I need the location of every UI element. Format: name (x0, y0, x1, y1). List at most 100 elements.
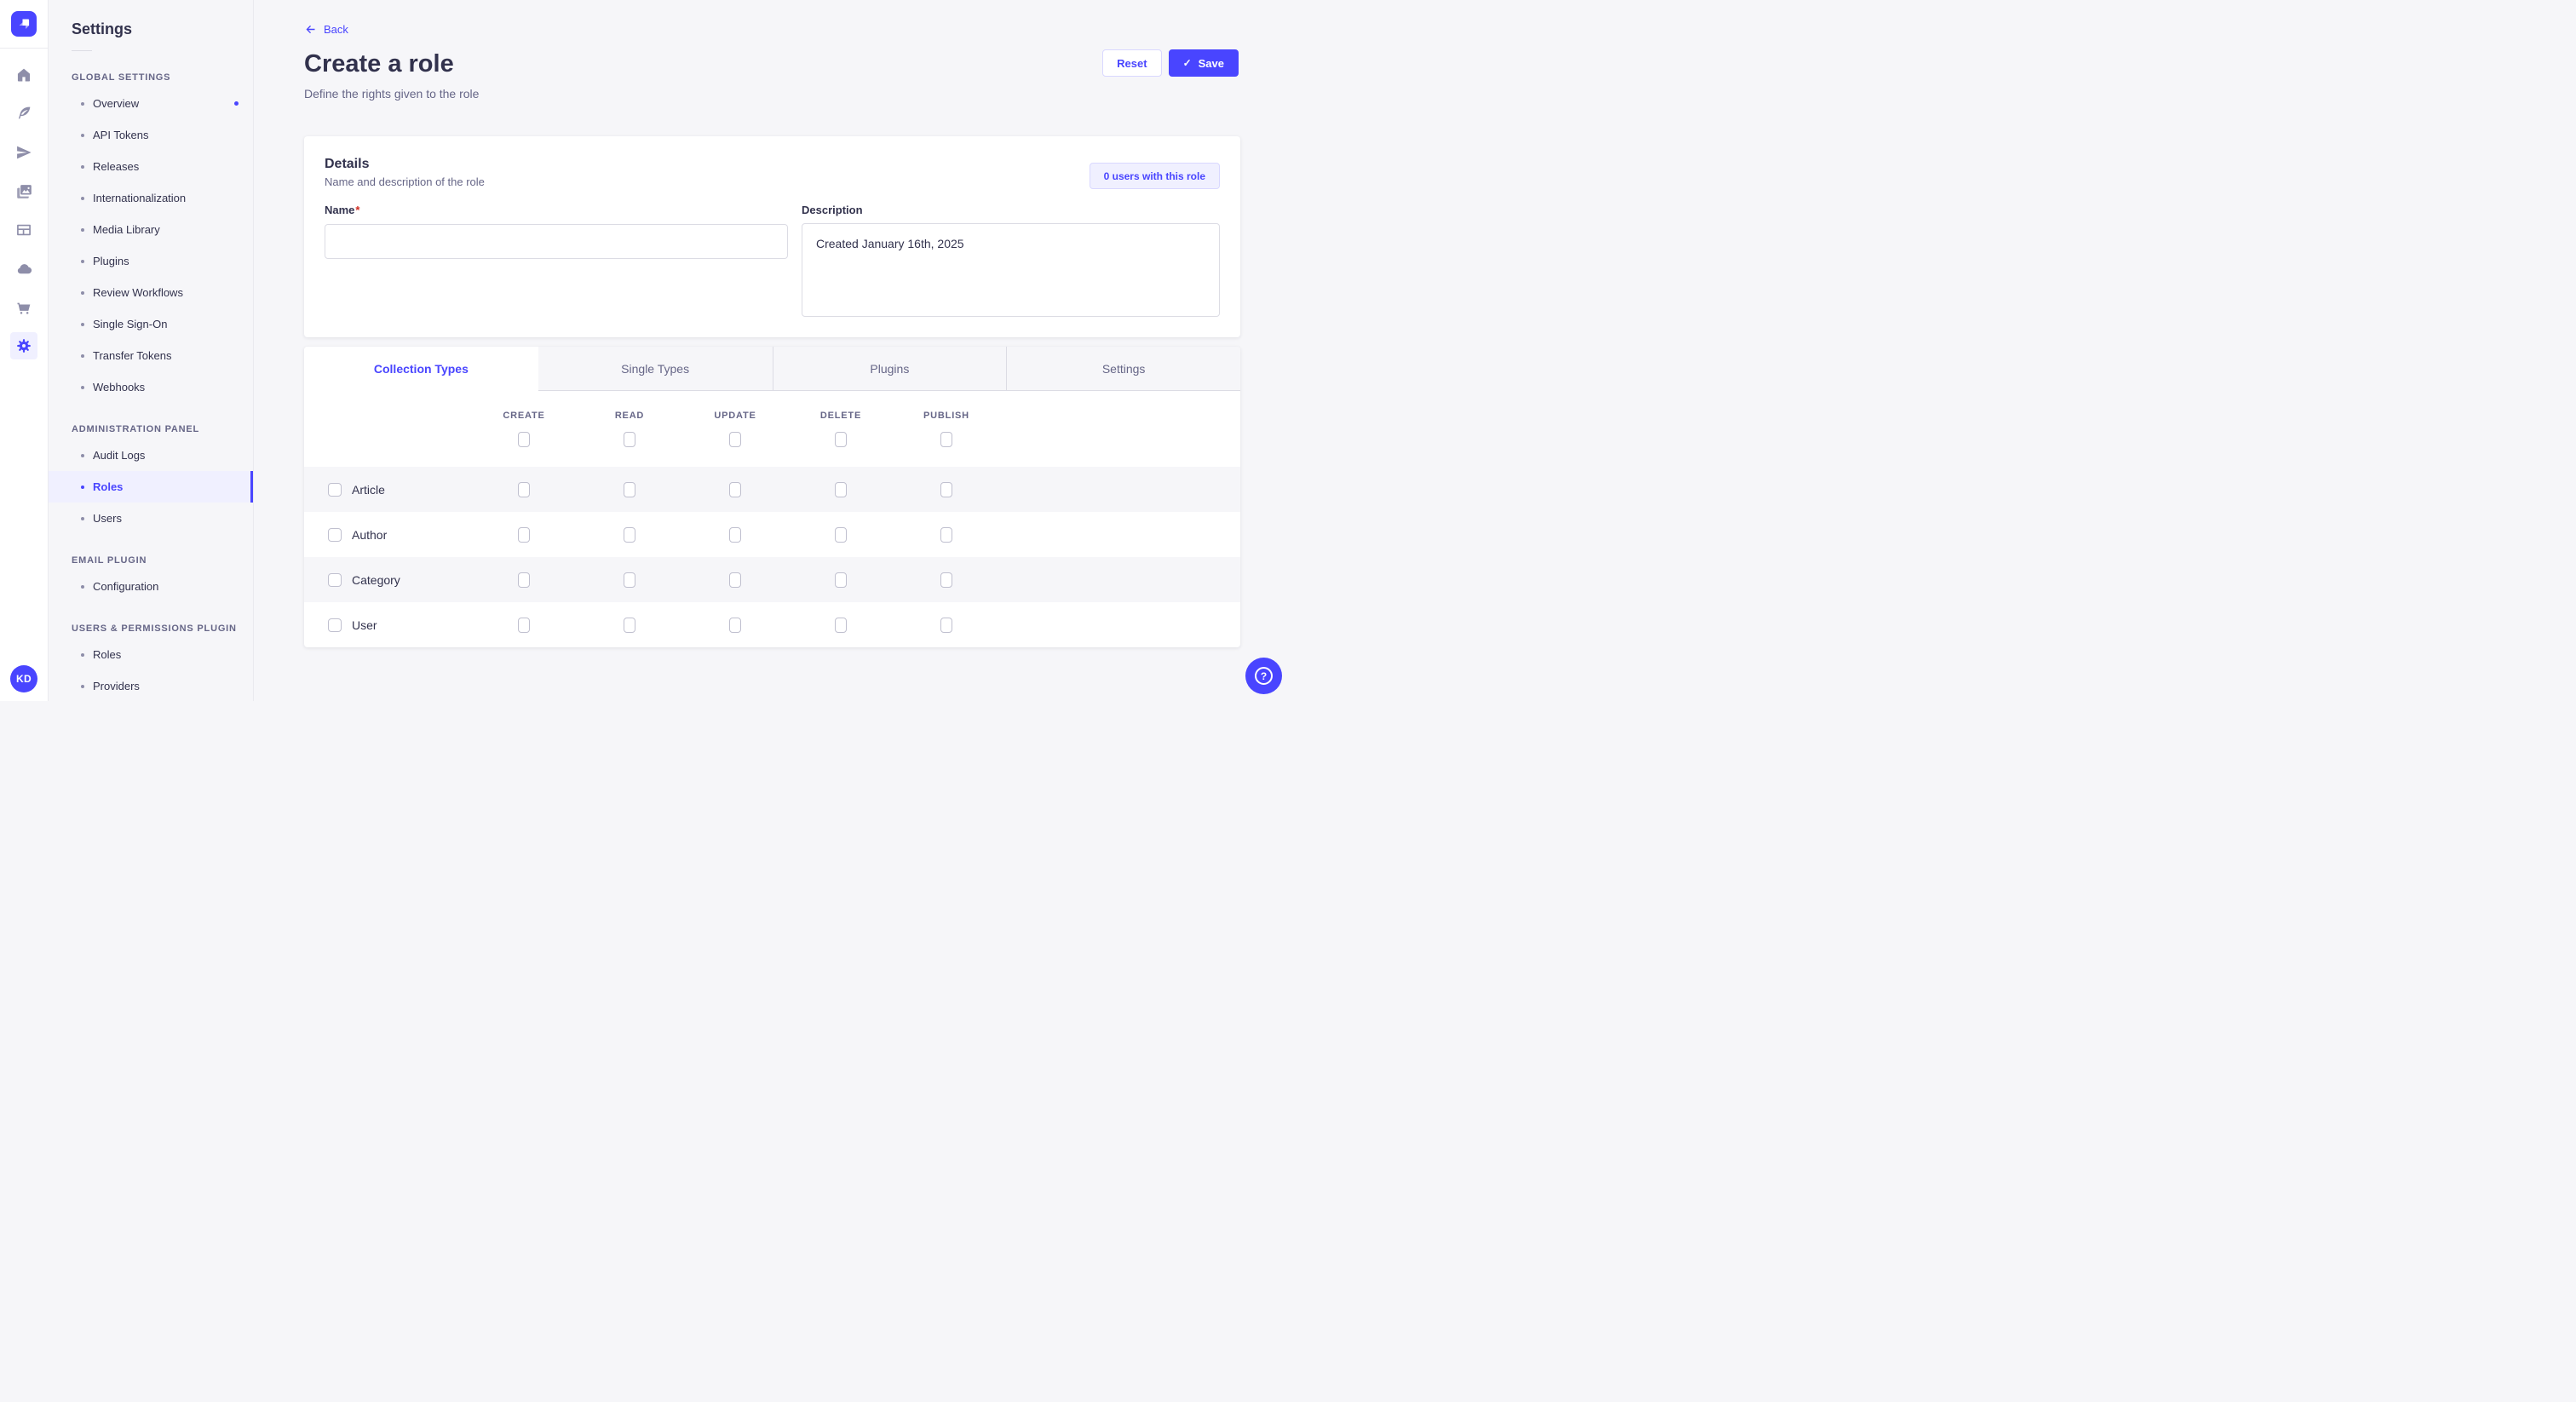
back-link[interactable]: Back (304, 23, 348, 36)
media-library-button[interactable] (10, 177, 37, 204)
content-type-builder-button[interactable] (10, 216, 37, 244)
sidebar-item-webhooks[interactable]: Webhooks (49, 371, 253, 403)
user-create-checkbox[interactable] (518, 617, 530, 633)
article-update-checkbox[interactable] (729, 481, 741, 497)
sidebar-item-label: Audit Logs (93, 449, 146, 462)
page-title: Create a role (304, 50, 454, 78)
sidebar-item-internationalization[interactable]: Internationalization (49, 182, 253, 214)
article-delete-checkbox[interactable] (835, 481, 847, 497)
sidebar-item-review-workflows[interactable]: Review Workflows (49, 277, 253, 308)
author-update-checkbox[interactable] (729, 526, 741, 543)
article-publish-checkbox[interactable] (940, 481, 952, 497)
save-button[interactable]: ✓ Save (1168, 49, 1239, 77)
row-select-checkbox[interactable] (328, 572, 342, 587)
content-manager-button[interactable] (10, 100, 37, 127)
article-read-checkbox[interactable] (624, 481, 635, 497)
sidebar-item-label: Configuration (93, 580, 159, 593)
deploy-button[interactable] (10, 255, 37, 282)
bullet-icon (81, 196, 84, 200)
cloud-icon (17, 263, 32, 273)
save-label: Save (1198, 56, 1224, 70)
table-row-user: User (304, 602, 1240, 647)
sidebar-item-single-sign-on[interactable]: Single Sign-On (49, 308, 253, 340)
category-read-checkbox[interactable] (624, 572, 635, 588)
name-input[interactable] (325, 224, 788, 259)
row-head: Article (304, 482, 471, 497)
sidebar-item-label: Roles (93, 480, 124, 493)
sidebar-item-roles-up[interactable]: Roles (49, 639, 253, 670)
author-create-checkbox[interactable] (518, 526, 530, 543)
sidebar-item-overview[interactable]: Overview (49, 88, 253, 119)
cell-read (577, 617, 682, 633)
column-label: CREATE (503, 411, 545, 421)
author-publish-checkbox[interactable] (940, 526, 952, 543)
bullet-icon (81, 485, 84, 489)
sidebar-item-media-library[interactable]: Media Library (49, 214, 253, 245)
sidebar-item-releases[interactable]: Releases (49, 151, 253, 182)
description-input[interactable]: Created January 16th, 2025 (802, 223, 1220, 317)
row-select-checkbox[interactable] (328, 527, 342, 542)
table-row-author: Author (304, 512, 1240, 557)
category-delete-checkbox[interactable] (835, 572, 847, 588)
article-create-checkbox[interactable] (518, 481, 530, 497)
sidebar-item-plugins[interactable]: Plugins (49, 245, 253, 277)
tab-collection-types[interactable]: Collection Types (304, 347, 538, 391)
cell-read (577, 572, 682, 588)
bullet-icon (81, 227, 84, 232)
sidebar-item-transfer-tokens[interactable]: Transfer Tokens (49, 340, 253, 371)
reset-button[interactable]: Reset (1102, 49, 1162, 77)
page-subtitle: Define the rights given to the role (304, 87, 480, 101)
user-publish-checkbox[interactable] (940, 617, 952, 633)
user-update-checkbox[interactable] (729, 617, 741, 633)
cell-read (577, 481, 682, 497)
marketplace-button[interactable] (10, 294, 37, 321)
row-label: Author (352, 527, 388, 542)
name-label: Name* (325, 204, 359, 216)
user-avatar[interactable]: KD (10, 665, 37, 692)
user-read-checkbox[interactable] (624, 617, 635, 633)
category-update-checkbox[interactable] (729, 572, 741, 588)
help-button[interactable]: ? (1245, 658, 1282, 694)
bullet-icon (81, 259, 84, 263)
select-all-delete-checkbox[interactable] (835, 432, 847, 447)
select-all-read-checkbox[interactable] (624, 432, 635, 447)
sidebar-item-audit-logs[interactable]: Audit Logs (49, 440, 253, 471)
bullet-icon (81, 322, 84, 326)
row-select-checkbox[interactable] (328, 482, 342, 497)
user-delete-checkbox[interactable] (835, 617, 847, 633)
row-select-checkbox[interactable] (328, 618, 342, 632)
sidebar-item-label: Providers (93, 680, 140, 692)
category-publish-checkbox[interactable] (940, 572, 952, 588)
cart-icon (17, 302, 31, 314)
users-with-role-button[interactable]: 0 users with this role (1089, 163, 1220, 189)
sidebar-item-providers[interactable]: Providers (49, 670, 253, 701)
main-content: Back Create a role Define the rights giv… (254, 0, 1288, 701)
tab-single-types[interactable]: Single Types (538, 347, 773, 391)
sidebar-item-users[interactable]: Users (49, 503, 253, 534)
author-delete-checkbox[interactable] (835, 526, 847, 543)
sidebar-item-roles-admin[interactable]: Roles (49, 471, 253, 503)
tab-settings[interactable]: Settings (1006, 347, 1240, 391)
author-read-checkbox[interactable] (624, 526, 635, 543)
sidebar-item-label: API Tokens (93, 129, 149, 141)
home-button[interactable] (10, 61, 37, 89)
tab-plugins[interactable]: Plugins (772, 347, 1007, 391)
icon-rail: KD (0, 0, 49, 701)
table-row-category: Category (304, 557, 1240, 602)
feather-icon (18, 106, 31, 119)
sidebar-item-configuration[interactable]: Configuration (49, 571, 253, 602)
strapi-logo[interactable] (11, 11, 37, 37)
section-global-settings: GLOBAL SETTINGS (72, 72, 171, 83)
settings-button[interactable] (10, 332, 37, 359)
select-all-publish-checkbox[interactable] (940, 432, 952, 447)
select-all-create-checkbox[interactable] (518, 432, 530, 447)
select-all-update-checkbox[interactable] (729, 432, 741, 447)
sidebar-item-label: Roles (93, 648, 122, 661)
releases-button[interactable] (10, 139, 37, 166)
cell-delete (788, 481, 894, 497)
section-administration-panel: ADMINISTRATION PANEL (72, 424, 200, 434)
sidebar-item-api-tokens[interactable]: API Tokens (49, 119, 253, 151)
bullet-icon (81, 133, 84, 137)
category-create-checkbox[interactable] (518, 572, 530, 588)
row-label: User (352, 618, 377, 632)
